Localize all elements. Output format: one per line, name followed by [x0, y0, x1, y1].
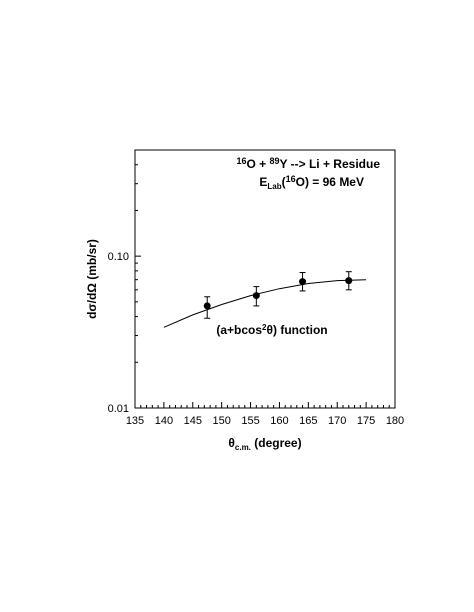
- plot-frame: [134, 149, 396, 409]
- function-suffix: θ) function: [267, 323, 328, 337]
- x-tick-label: 135: [126, 415, 144, 427]
- x-tick-label: 155: [241, 415, 259, 427]
- data-point: [203, 302, 211, 310]
- x-axis-title-unit: (degree): [251, 436, 302, 450]
- energy-annotation: ELab(16O) = 96 MeV: [259, 174, 364, 191]
- x-tick-label: 170: [328, 415, 346, 427]
- y-axis-title: dσ/dΩ (mb/sr): [85, 239, 99, 319]
- x-tick-label: 150: [212, 415, 230, 427]
- data-point: [252, 292, 260, 300]
- oxygen-mass-number: 16: [236, 156, 246, 166]
- reaction-annotation: 16O + 89Y --> Li + Residue: [236, 156, 380, 171]
- energy-value: O) = 96 MeV: [296, 175, 364, 189]
- energy-open-paren: (: [282, 175, 286, 189]
- energy-mass-number: 16: [286, 174, 296, 184]
- fit-curve: [163, 279, 367, 328]
- x-tick-label: 180: [386, 415, 404, 427]
- x-tick-label: 175: [357, 415, 375, 427]
- energy-lab-subscript: Lab: [267, 182, 281, 191]
- function-annotation: (a+bcos2θ) function: [216, 323, 327, 337]
- x-axis-title-subscript: c.m.: [235, 443, 251, 452]
- energy-symbol: E: [259, 175, 267, 189]
- oxygen-symbol: O +: [246, 157, 269, 171]
- x-tick-label: 145: [184, 415, 202, 427]
- x-axis-title: θc.m. (degree): [228, 436, 301, 452]
- data-point: [345, 277, 353, 285]
- x-tick-label: 160: [270, 415, 288, 427]
- y-tick-label: 0.01: [108, 403, 129, 415]
- x-axis-title-symbol: θ: [228, 436, 235, 450]
- yttrium-mass-number: 89: [270, 156, 280, 166]
- function-exponent: 2: [262, 323, 267, 332]
- fit-curve-group: [163, 279, 367, 328]
- data-point: [299, 278, 307, 286]
- y-tick-label: 0.10: [108, 251, 129, 263]
- x-axis-ticks: 135 140 145 150 155 160 165 170 175 180: [126, 402, 404, 427]
- y-axis-ticks: 0.10 0.01: [108, 149, 141, 415]
- function-prefix: (a+bcos: [216, 323, 262, 337]
- yttrium-symbol: Y --> Li + Residue: [280, 157, 381, 171]
- x-tick-label: 165: [299, 415, 317, 427]
- x-tick-label: 140: [155, 415, 173, 427]
- data-points: [203, 271, 353, 319]
